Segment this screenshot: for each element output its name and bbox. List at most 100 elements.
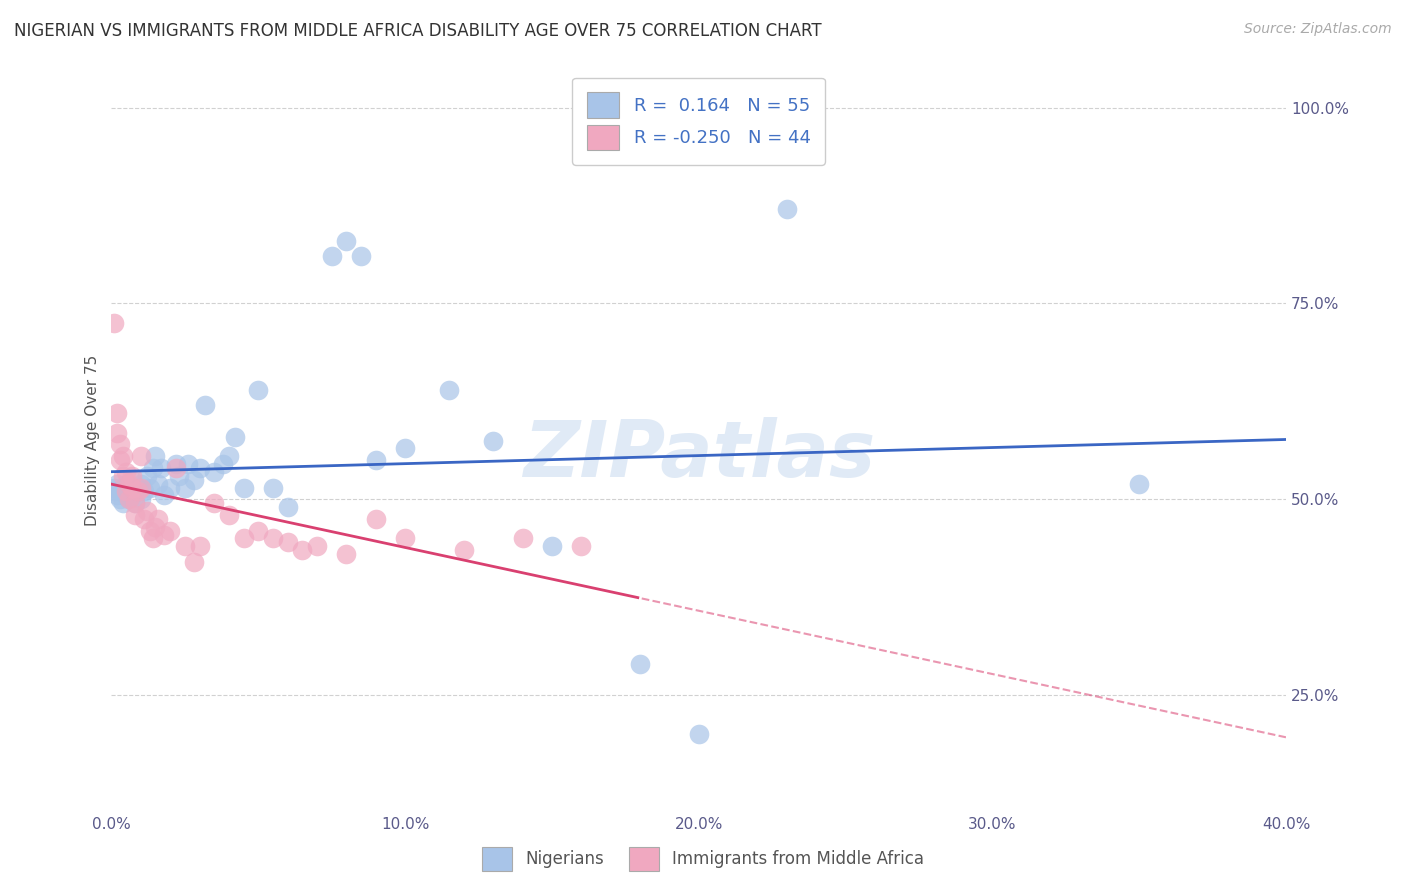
Legend: Nigerians, Immigrants from Middle Africa: Nigerians, Immigrants from Middle Africa bbox=[474, 839, 932, 880]
Point bbox=[110, 453, 132, 467]
Point bbox=[364, 512, 387, 526]
Point bbox=[394, 442, 416, 456]
Point bbox=[121, 481, 143, 495]
Point bbox=[132, 484, 155, 499]
Y-axis label: Disability Age Over 75: Disability Age Over 75 bbox=[86, 355, 100, 526]
Point bbox=[173, 481, 195, 495]
Point bbox=[124, 496, 146, 510]
Point bbox=[103, 316, 125, 330]
Point bbox=[262, 532, 284, 546]
Point bbox=[103, 481, 125, 495]
Point bbox=[118, 476, 141, 491]
Point bbox=[277, 535, 299, 549]
Point bbox=[129, 481, 152, 495]
Point bbox=[335, 234, 357, 248]
Point bbox=[202, 496, 225, 510]
Point bbox=[118, 492, 141, 507]
Point bbox=[541, 539, 564, 553]
Point bbox=[112, 449, 135, 463]
Point bbox=[218, 449, 240, 463]
Point bbox=[232, 481, 254, 495]
Point bbox=[212, 457, 235, 471]
Point bbox=[135, 468, 157, 483]
Point bbox=[127, 484, 149, 499]
Point bbox=[247, 383, 270, 397]
Text: NIGERIAN VS IMMIGRANTS FROM MIDDLE AFRICA DISABILITY AGE OVER 75 CORRELATION CHA: NIGERIAN VS IMMIGRANTS FROM MIDDLE AFRIC… bbox=[14, 22, 821, 40]
Point bbox=[145, 519, 167, 533]
Point bbox=[218, 508, 240, 522]
Point bbox=[628, 657, 651, 671]
Point bbox=[105, 406, 128, 420]
Point bbox=[437, 383, 460, 397]
Point bbox=[105, 488, 128, 502]
Point bbox=[121, 473, 143, 487]
Point bbox=[159, 481, 181, 495]
Point bbox=[124, 484, 146, 499]
Point bbox=[127, 481, 149, 495]
Point bbox=[153, 527, 176, 541]
Point bbox=[103, 484, 125, 499]
Point bbox=[364, 453, 387, 467]
Point bbox=[129, 449, 152, 463]
Point bbox=[183, 473, 205, 487]
Point bbox=[177, 457, 200, 471]
Point bbox=[132, 512, 155, 526]
Point bbox=[167, 468, 190, 483]
Point bbox=[224, 429, 246, 443]
Point bbox=[112, 481, 135, 495]
Point bbox=[188, 461, 211, 475]
Point bbox=[129, 492, 152, 507]
Point bbox=[129, 476, 152, 491]
Point bbox=[776, 202, 799, 217]
Point bbox=[262, 481, 284, 495]
Point bbox=[453, 543, 475, 558]
Point bbox=[110, 437, 132, 451]
Point bbox=[194, 398, 217, 412]
Point bbox=[512, 532, 534, 546]
Point bbox=[165, 461, 187, 475]
Point bbox=[183, 555, 205, 569]
Point bbox=[121, 488, 143, 502]
Point bbox=[321, 250, 343, 264]
Point bbox=[121, 468, 143, 483]
Point bbox=[115, 488, 138, 502]
Point bbox=[112, 496, 135, 510]
Point bbox=[141, 461, 163, 475]
Point bbox=[138, 481, 160, 495]
Point bbox=[1128, 476, 1150, 491]
Point bbox=[110, 484, 132, 499]
Text: ZIPatlas: ZIPatlas bbox=[523, 417, 875, 493]
Point bbox=[138, 524, 160, 538]
Point bbox=[202, 465, 225, 479]
Point bbox=[305, 539, 328, 553]
Point bbox=[105, 476, 128, 491]
Point bbox=[141, 532, 163, 546]
Point bbox=[277, 500, 299, 514]
Point bbox=[482, 434, 505, 448]
Point bbox=[569, 539, 592, 553]
Point bbox=[291, 543, 314, 558]
Point bbox=[188, 539, 211, 553]
Point bbox=[165, 457, 187, 471]
Point bbox=[115, 465, 138, 479]
Point bbox=[118, 492, 141, 507]
Point bbox=[150, 461, 173, 475]
Point bbox=[112, 468, 135, 483]
Point bbox=[335, 547, 357, 561]
Point bbox=[124, 496, 146, 510]
Point bbox=[148, 512, 170, 526]
Point bbox=[115, 476, 138, 491]
Point bbox=[350, 250, 373, 264]
Text: Source: ZipAtlas.com: Source: ZipAtlas.com bbox=[1244, 22, 1392, 37]
Point bbox=[394, 532, 416, 546]
Point bbox=[124, 508, 146, 522]
Point bbox=[148, 476, 170, 491]
Legend: R =  0.164   N = 55, R = -0.250   N = 44: R = 0.164 N = 55, R = -0.250 N = 44 bbox=[572, 78, 825, 165]
Point bbox=[173, 539, 195, 553]
Point bbox=[115, 484, 138, 499]
Point bbox=[159, 524, 181, 538]
Point bbox=[118, 484, 141, 499]
Point bbox=[688, 727, 710, 741]
Point bbox=[153, 488, 176, 502]
Point bbox=[135, 504, 157, 518]
